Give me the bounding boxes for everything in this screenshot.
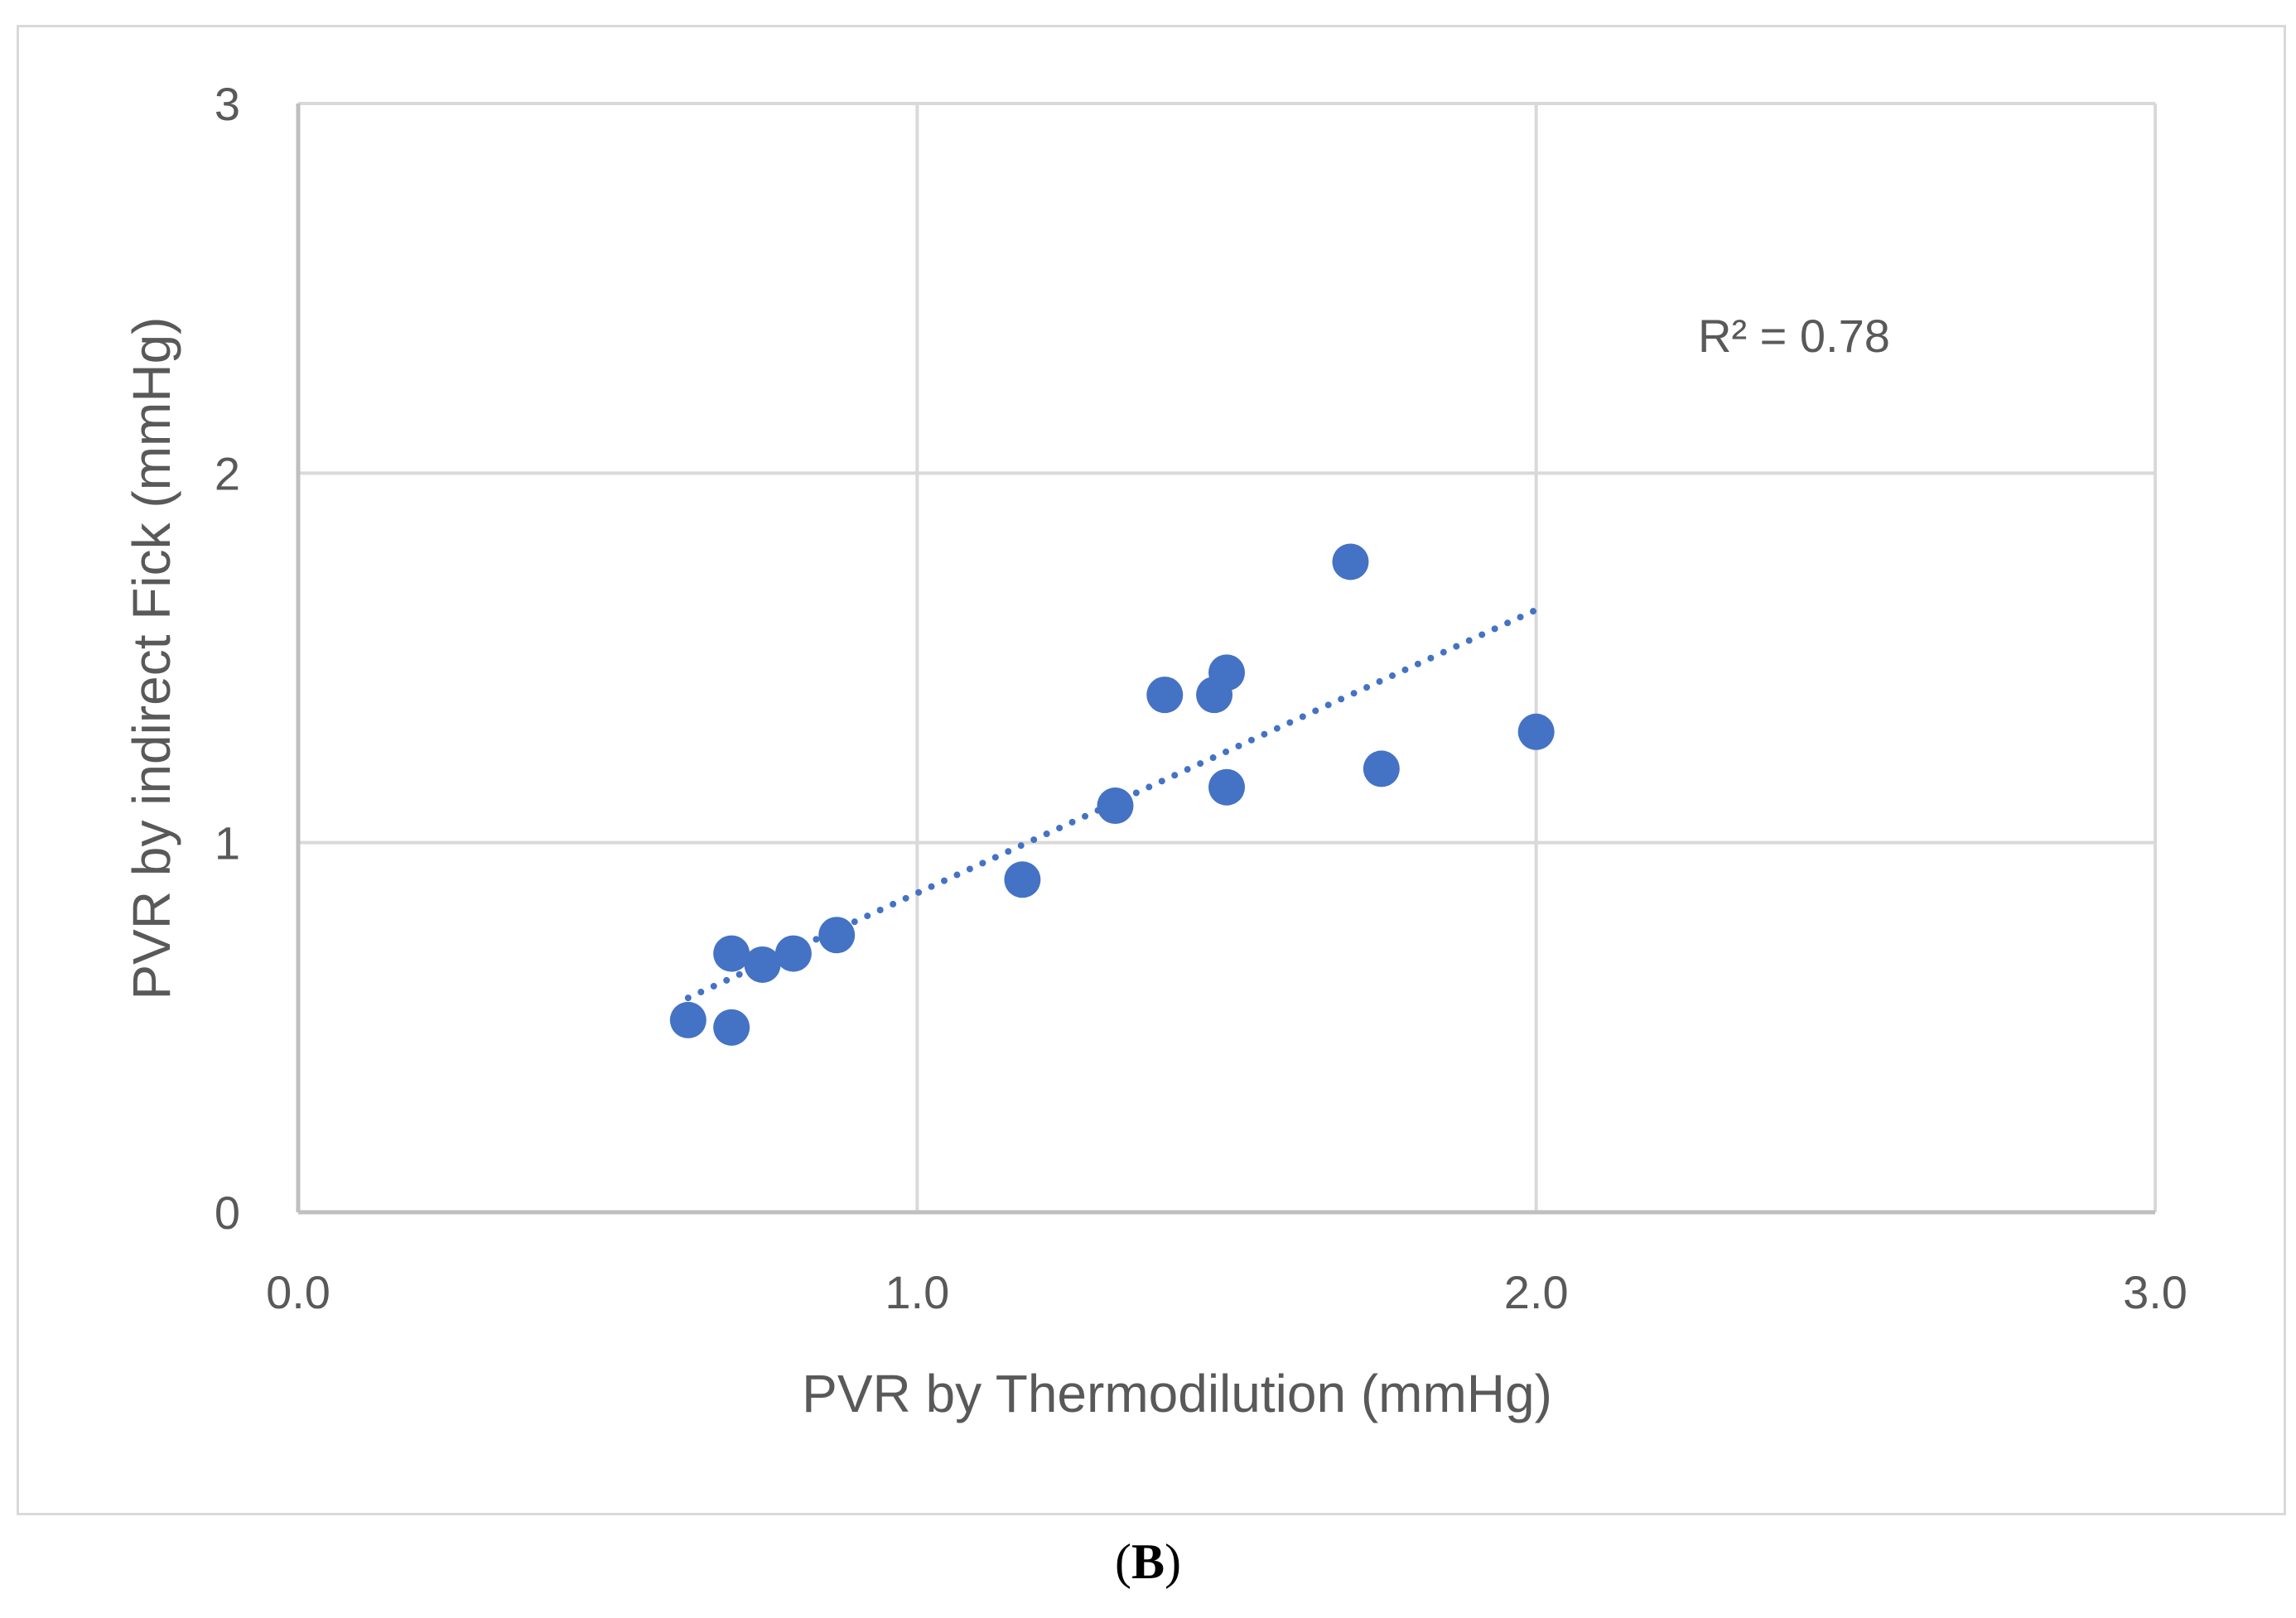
data-point — [1363, 750, 1400, 787]
x-axis-title: PVR by Thermodilution (mmHg) — [802, 1364, 1552, 1423]
data-point — [1208, 654, 1245, 691]
data-point — [1004, 861, 1041, 898]
tick-layer: 0 1 2 3 0.0 1.0 2.0 3.0 — [215, 78, 2187, 1318]
r-squared-annotation: R² = 0.78 — [1698, 310, 1890, 362]
x-tick-label: 1.0 — [885, 1266, 949, 1318]
axis-layer — [296, 104, 2155, 1215]
data-point — [713, 935, 750, 972]
y-tick-label: 0 — [215, 1187, 240, 1239]
x-tick-label: 2.0 — [1504, 1266, 1569, 1318]
y-tick-label: 3 — [215, 78, 240, 130]
panel-label-close: ) — [1165, 1534, 1181, 1589]
data-point — [1097, 787, 1134, 825]
data-point — [774, 935, 812, 972]
text-layer: PVR by Thermodilution (mmHg) PVR by indir… — [122, 310, 1890, 1423]
data-point — [1517, 713, 1555, 750]
data-point — [818, 917, 856, 954]
panel-label-letter: B — [1131, 1534, 1165, 1589]
panel-label: (B) — [0, 1534, 2296, 1591]
point-layer — [669, 543, 1555, 1046]
data-point — [1332, 543, 1369, 580]
panel-label-open: ( — [1115, 1534, 1131, 1589]
data-point — [713, 1009, 750, 1046]
y-tick-label: 1 — [215, 817, 240, 869]
data-point — [1146, 677, 1184, 714]
x-tick-label: 3.0 — [2123, 1266, 2187, 1318]
data-point — [1208, 768, 1245, 806]
data-point — [744, 946, 781, 983]
x-tick-label: 0.0 — [266, 1266, 330, 1318]
y-tick-label: 2 — [215, 447, 240, 499]
y-axis-title: PVR by indirect Fick (mmHg) — [122, 317, 181, 1000]
chart-frame — [17, 25, 2286, 1515]
data-point — [669, 1001, 707, 1038]
